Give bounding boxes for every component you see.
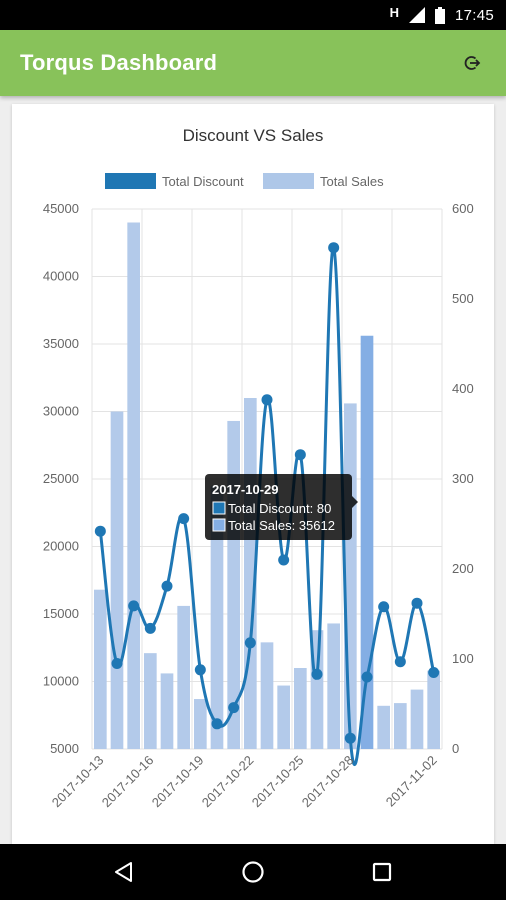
- network-type-label: H: [389, 4, 399, 20]
- y-left-tick-3: 20000: [43, 539, 79, 554]
- y-left-tick-6: 35000: [43, 336, 79, 351]
- x-axis-ticks: 2017-10-132017-10-162017-10-192017-10-22…: [49, 753, 440, 811]
- y-right-tick-2: 200: [452, 561, 474, 576]
- tooltip-line-discount: Total Discount: 80: [228, 501, 331, 516]
- sales-bar-20[interactable]: [427, 670, 440, 749]
- content-area: Discount VS Sales Total Discount Total S…: [0, 96, 506, 844]
- y-axis-left-ticks: 5000 10000 15000 20000 25000 30000 35000 40000 4…: [43, 201, 79, 756]
- discount-point-2[interactable]: [128, 600, 140, 612]
- sales-bar-19[interactable]: [410, 689, 424, 749]
- chart-title: Discount VS Sales: [183, 126, 324, 145]
- sales-bar-17[interactable]: [377, 705, 390, 749]
- x-tick-0: 2017-10-13: [49, 753, 107, 811]
- battery-icon: [434, 6, 445, 24]
- discount-point-17[interactable]: [378, 601, 390, 613]
- x-tick-1: 2017-10-16: [99, 753, 157, 811]
- logout-button[interactable]: [452, 43, 492, 83]
- tooltip-swatch-discount: [212, 501, 226, 515]
- discount-vs-sales-chart[interactable]: Discount VS Sales Total Discount Total S…: [12, 104, 494, 844]
- sales-bar-7[interactable]: [210, 485, 224, 749]
- y-left-tick-0: 5000: [50, 741, 79, 756]
- tooltip-swatch-sales: [212, 518, 226, 532]
- tooltip-caret: [352, 496, 358, 508]
- sales-bar-12[interactable]: [294, 668, 307, 749]
- discount-point-16[interactable]: [361, 671, 373, 683]
- y-right-tick-6: 600: [452, 201, 474, 216]
- y-right-tick-0: 0: [452, 741, 459, 756]
- discount-point-5[interactable]: [178, 513, 190, 525]
- discount-point-8[interactable]: [228, 702, 240, 714]
- discount-points: [94, 242, 440, 744]
- sales-bar-18[interactable]: [394, 703, 407, 749]
- y-left-tick-5: 30000: [43, 404, 79, 419]
- chart-legend: Total Discount Total Sales: [105, 173, 384, 189]
- discount-point-10[interactable]: [261, 394, 273, 406]
- legend-label-total-discount: Total Discount: [162, 174, 244, 189]
- discount-point-18[interactable]: [394, 656, 406, 668]
- discount-point-15[interactable]: [344, 732, 356, 744]
- sales-bar-5[interactable]: [177, 605, 190, 749]
- discount-point-9[interactable]: [244, 637, 256, 649]
- discount-point-3[interactable]: [144, 622, 156, 634]
- y-left-tick-1: 10000: [43, 674, 79, 689]
- recents-button[interactable]: [358, 848, 406, 896]
- home-icon: [242, 861, 264, 883]
- tooltip-title: 2017-10-29: [212, 482, 279, 497]
- y-left-tick-8: 45000: [43, 201, 79, 216]
- signal-icon: [408, 7, 425, 23]
- discount-point-19[interactable]: [411, 597, 423, 609]
- sales-bars: [94, 222, 440, 750]
- discount-point-14[interactable]: [328, 242, 340, 254]
- tooltip-background: [205, 474, 352, 540]
- sales-bar-11[interactable]: [277, 685, 290, 749]
- y-right-tick-4: 400: [452, 381, 474, 396]
- clock-time: 17:45: [454, 6, 494, 24]
- sales-bar-4[interactable]: [160, 673, 174, 749]
- x-tick-5: 2017-10-28: [299, 753, 357, 811]
- x-tick-3: 2017-10-22: [199, 753, 257, 811]
- tooltip-line-sales: Total Sales: 35612: [228, 518, 335, 533]
- discount-point-4[interactable]: [161, 580, 173, 592]
- y-left-tick-7: 40000: [43, 269, 79, 284]
- sales-bar-2[interactable]: [127, 222, 140, 750]
- sales-bar-16[interactable]: [360, 335, 374, 749]
- back-button[interactable]: [100, 848, 148, 896]
- y-right-tick-5: 500: [452, 291, 474, 306]
- legend-swatch-total-discount[interactable]: [105, 173, 156, 189]
- y-axis-right-ticks: 0 100 200 300 400 500 600: [452, 201, 474, 756]
- x-tick-2: 2017-10-19: [149, 753, 207, 811]
- navigation-bar: [0, 844, 506, 900]
- status-bar: H 17:45: [0, 0, 506, 30]
- discount-point-13[interactable]: [311, 668, 323, 680]
- discount-point-7[interactable]: [211, 718, 223, 730]
- logout-icon: [464, 56, 481, 70]
- home-button[interactable]: [229, 848, 277, 896]
- discount-point-20[interactable]: [428, 667, 440, 678]
- y-right-tick-1: 100: [452, 651, 474, 666]
- legend-label-total-sales: Total Sales: [320, 174, 384, 189]
- app-title: Torqus Dashboard: [20, 50, 218, 75]
- discount-point-6[interactable]: [194, 664, 206, 676]
- sales-bar-1[interactable]: [110, 411, 124, 750]
- sales-bar-3[interactable]: [144, 653, 157, 749]
- sales-bar-6[interactable]: [194, 699, 207, 749]
- discount-point-11[interactable]: [278, 554, 290, 566]
- chart-tooltip: 2017-10-29 Total Discount: 80 Total Sale…: [205, 474, 358, 540]
- y-left-tick-2: 15000: [43, 606, 79, 621]
- chart-card: Discount VS Sales Total Discount Total S…: [12, 104, 494, 844]
- legend-swatch-total-sales[interactable]: [263, 173, 314, 189]
- sales-bar-14[interactable]: [327, 623, 340, 749]
- y-right-tick-3: 300: [452, 471, 474, 486]
- discount-point-1[interactable]: [111, 658, 123, 669]
- back-icon: [115, 862, 133, 882]
- x-tick-6: 2017-11-02: [383, 753, 440, 810]
- y-left-tick-4: 25000: [43, 471, 79, 486]
- sales-bar-0[interactable]: [94, 589, 107, 749]
- app-bar: Torqus Dashboard: [0, 30, 506, 96]
- sales-bar-10[interactable]: [260, 642, 274, 749]
- recents-icon: [372, 862, 391, 882]
- discount-point-12[interactable]: [294, 449, 306, 461]
- x-tick-4: 2017-10-25: [249, 753, 307, 811]
- discount-point-0[interactable]: [94, 525, 106, 537]
